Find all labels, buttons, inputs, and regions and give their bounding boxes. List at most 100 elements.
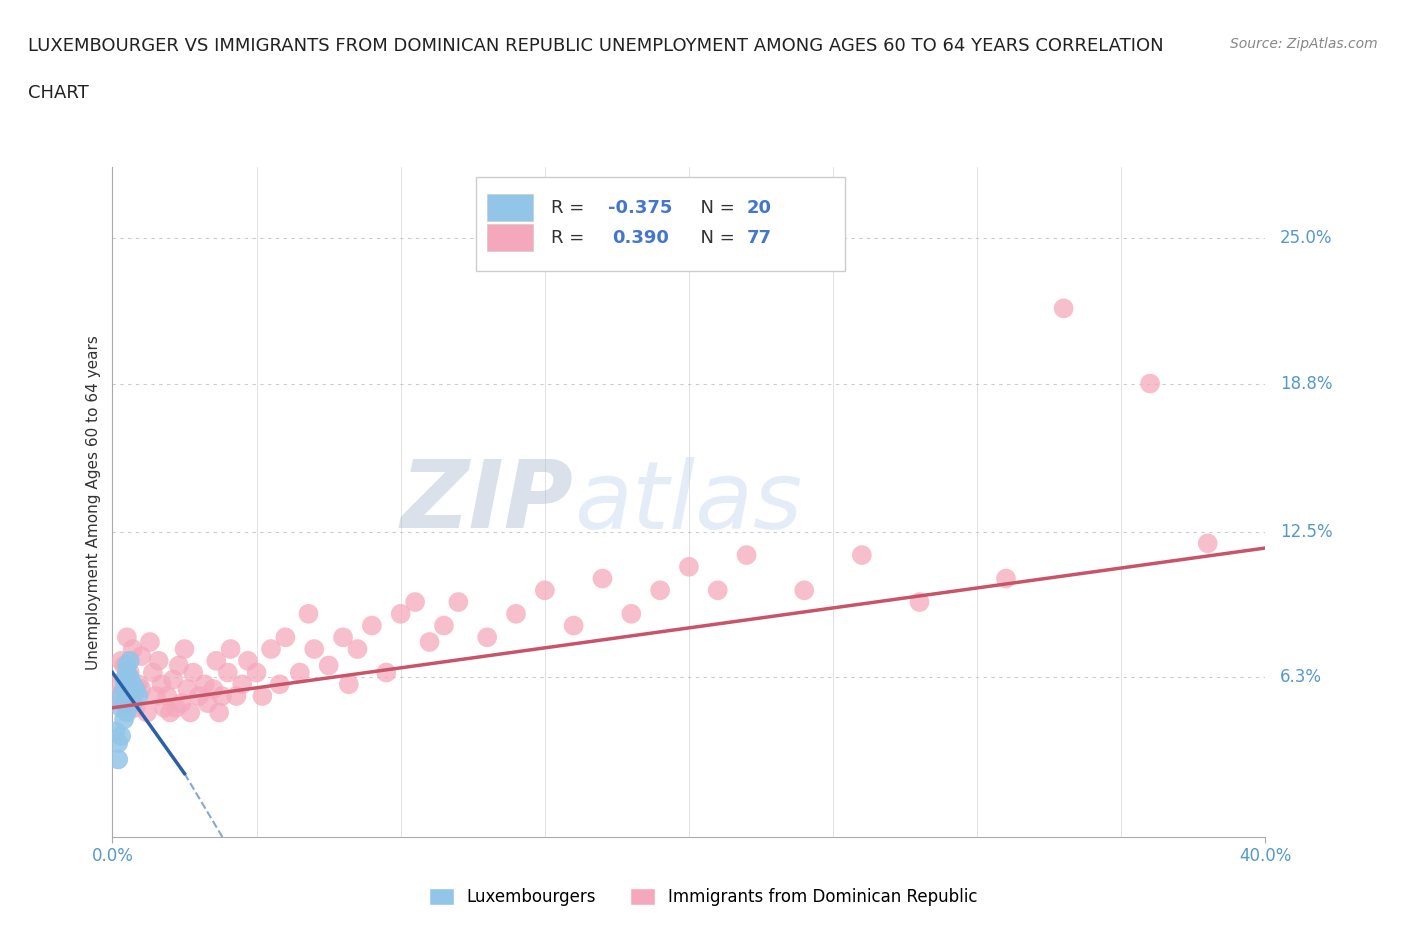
Point: [346, 642, 368, 657]
Point: [188, 688, 211, 703]
Point: [104, 688, 127, 703]
Point: [115, 705, 138, 720]
Point: [678, 559, 700, 574]
Text: 6.3%: 6.3%: [1279, 669, 1322, 686]
Text: 25.0%: 25.0%: [1279, 229, 1333, 246]
Point: [181, 665, 204, 680]
Text: 20: 20: [747, 199, 772, 217]
Point: [150, 677, 173, 692]
Point: [252, 688, 274, 703]
FancyBboxPatch shape: [475, 178, 845, 272]
Point: [995, 571, 1018, 586]
Y-axis label: Unemployment Among Ages 60 to 64 years: Unemployment Among Ages 60 to 64 years: [86, 335, 101, 670]
Point: [110, 700, 132, 715]
Point: [124, 682, 146, 697]
Point: [107, 736, 129, 751]
Point: [115, 665, 138, 680]
Legend: Luxembourgers, Immigrants from Dominican Republic: Luxembourgers, Immigrants from Dominican…: [422, 881, 984, 912]
Point: [112, 696, 135, 711]
Text: atlas: atlas: [574, 457, 801, 548]
Point: [115, 688, 138, 703]
Point: [1139, 376, 1161, 391]
Point: [205, 654, 228, 669]
Point: [115, 630, 138, 644]
Point: [107, 752, 129, 767]
Point: [1052, 301, 1074, 316]
Point: [304, 642, 326, 657]
Point: [337, 677, 360, 692]
Point: [165, 700, 187, 715]
Point: [648, 583, 672, 598]
Point: [162, 672, 184, 687]
Point: [156, 688, 179, 703]
Point: [360, 618, 382, 633]
Point: [475, 630, 498, 644]
Point: [104, 724, 127, 738]
Point: [1197, 536, 1219, 551]
Point: [202, 682, 225, 697]
Point: [129, 682, 153, 697]
Point: [127, 677, 149, 692]
Point: [176, 682, 198, 697]
Text: N =: N =: [689, 229, 741, 246]
Point: [208, 705, 231, 720]
Point: [121, 696, 143, 711]
Point: [269, 677, 291, 692]
Text: 12.5%: 12.5%: [1279, 523, 1333, 540]
Text: 77: 77: [747, 229, 772, 246]
Point: [217, 665, 239, 680]
Point: [620, 606, 643, 621]
Point: [793, 583, 815, 598]
Point: [419, 634, 441, 649]
Point: [118, 654, 141, 669]
Point: [136, 705, 159, 720]
Point: [318, 658, 340, 673]
Text: 0.390: 0.390: [612, 229, 669, 246]
Point: [447, 594, 470, 609]
Point: [245, 665, 267, 680]
Point: [112, 658, 135, 673]
Point: [735, 548, 758, 563]
Point: [592, 571, 614, 586]
Point: [127, 688, 149, 703]
Text: LUXEMBOURGER VS IMMIGRANTS FROM DOMINICAN REPUBLIC UNEMPLOYMENT AMONG AGES 60 TO: LUXEMBOURGER VS IMMIGRANTS FROM DOMINICA…: [28, 37, 1164, 55]
Point: [219, 642, 242, 657]
Point: [179, 705, 201, 720]
Point: [110, 654, 132, 669]
Text: 18.8%: 18.8%: [1279, 375, 1333, 392]
Point: [107, 677, 129, 692]
Point: [332, 630, 354, 644]
Point: [121, 677, 143, 692]
Point: [112, 672, 135, 687]
Point: [562, 618, 585, 633]
Text: Source: ZipAtlas.com: Source: ZipAtlas.com: [1230, 37, 1378, 51]
Point: [110, 688, 132, 703]
Point: [112, 712, 135, 727]
Point: [167, 658, 190, 673]
Point: [115, 658, 138, 673]
Point: [194, 677, 217, 692]
Point: [124, 700, 146, 715]
FancyBboxPatch shape: [486, 224, 533, 251]
Point: [159, 705, 181, 720]
Point: [118, 665, 141, 680]
Point: [142, 665, 165, 680]
Point: [139, 634, 162, 649]
Point: [118, 682, 141, 697]
Point: [153, 700, 176, 715]
Text: CHART: CHART: [28, 84, 89, 101]
Point: [375, 665, 398, 680]
Point: [505, 606, 527, 621]
Point: [433, 618, 456, 633]
Point: [231, 677, 253, 692]
Point: [121, 642, 143, 657]
Point: [533, 583, 555, 598]
Point: [389, 606, 412, 621]
Text: R =: R =: [551, 199, 589, 217]
Point: [260, 642, 283, 657]
Point: [851, 548, 873, 563]
Point: [148, 654, 170, 669]
Point: [274, 630, 297, 644]
Point: [118, 670, 141, 684]
Point: [908, 594, 931, 609]
